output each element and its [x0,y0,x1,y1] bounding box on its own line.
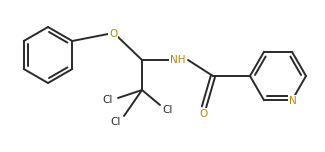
Text: Cl: Cl [103,95,113,105]
Text: Cl: Cl [111,117,121,127]
Text: Cl: Cl [163,105,173,115]
Text: O: O [109,29,117,39]
Text: O: O [200,109,208,119]
Text: NH: NH [170,55,186,65]
Text: N: N [289,96,297,106]
